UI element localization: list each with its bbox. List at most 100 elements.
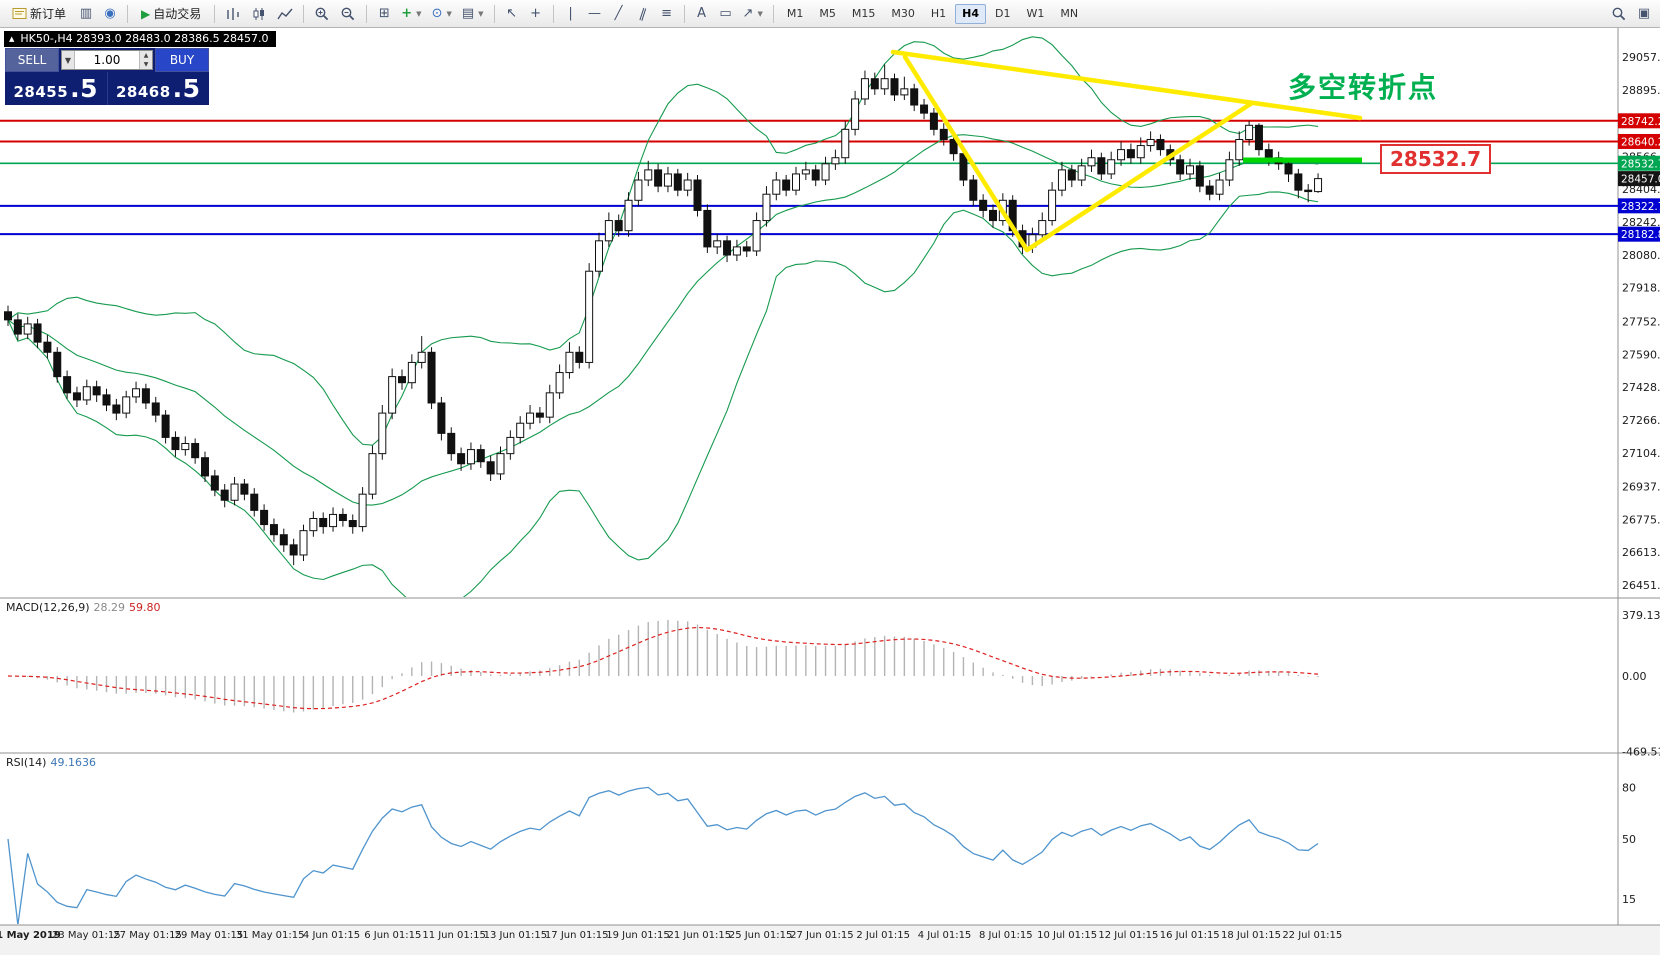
time-axis-strip bbox=[0, 925, 1660, 955]
collapse-icon[interactable]: ▲ bbox=[9, 34, 15, 43]
chart-background bbox=[0, 28, 1660, 955]
macd-signal-value: 59.80 bbox=[129, 601, 161, 614]
svg-text:379.13: 379.13 bbox=[1622, 609, 1660, 622]
volume-stepper[interactable]: ▼ 1.00 ▲ ▼ bbox=[61, 50, 153, 70]
chart-ohlc-text: HK50-,H4 28393.0 28483.0 28386.5 28457.0 bbox=[20, 32, 269, 45]
timeframe-m15[interactable]: M15 bbox=[851, 7, 876, 20]
trendline-tool-icon[interactable]: ╱ bbox=[614, 6, 623, 21]
svg-text:27590.0: 27590.0 bbox=[1622, 348, 1660, 361]
timeframe-m1[interactable]: M1 bbox=[786, 7, 804, 20]
svg-text:28080.5: 28080.5 bbox=[1622, 249, 1660, 262]
svg-text:28895.0: 28895.0 bbox=[1622, 84, 1660, 97]
sell-button[interactable]: SELL bbox=[5, 48, 59, 72]
zoom-in-icon[interactable] bbox=[310, 3, 334, 25]
text-tool-icon[interactable]: A bbox=[697, 6, 706, 21]
macd-pane bbox=[7, 619, 1319, 713]
timeframe-w1[interactable]: W1 bbox=[1026, 7, 1045, 20]
vertical-line-tool-icon[interactable]: | bbox=[568, 6, 573, 21]
volume-spin-down-icon[interactable]: ▼ bbox=[143, 61, 149, 68]
svg-text:10 Jul 01:15: 10 Jul 01:15 bbox=[1037, 930, 1097, 941]
toolbar-separator bbox=[683, 4, 685, 23]
auto-trading-button[interactable]: ▶ 自动交易 bbox=[134, 3, 208, 25]
svg-text:22 Jul 01:15: 22 Jul 01:15 bbox=[1282, 930, 1342, 941]
zoom-out-icon[interactable] bbox=[336, 3, 360, 25]
toolbar-separator bbox=[493, 4, 495, 23]
svg-text:28322.7: 28322.7 bbox=[1621, 201, 1660, 213]
label-tool-icon[interactable]: ▭ bbox=[719, 6, 732, 21]
svg-text:4 Jun 01:15: 4 Jun 01:15 bbox=[303, 930, 360, 941]
svg-text:27266.0: 27266.0 bbox=[1622, 414, 1660, 427]
svg-text:16 Jul 01:15: 16 Jul 01:15 bbox=[1160, 930, 1220, 941]
crosshair-icon[interactable]: + bbox=[530, 6, 541, 21]
new-order-button[interactable]: 新订单 bbox=[5, 3, 73, 25]
sell-price[interactable]: 28455.5 bbox=[5, 72, 107, 105]
rsi-value: 49.1636 bbox=[50, 756, 96, 769]
toolbar-separator bbox=[366, 4, 368, 23]
period-icon[interactable]: ⊙ ▼ bbox=[431, 6, 452, 21]
buy-button[interactable]: BUY bbox=[155, 48, 209, 72]
horizontal-lines[interactable] bbox=[0, 119, 1618, 236]
search-icon[interactable] bbox=[1607, 3, 1631, 25]
toolbar-separator bbox=[127, 4, 129, 23]
volume-spinner[interactable]: ▲ ▼ bbox=[139, 51, 152, 69]
price-callout-label[interactable]: 28532.7 bbox=[1380, 144, 1492, 174]
timeframe-h1[interactable]: H1 bbox=[930, 7, 947, 20]
svg-text:6 Jun 01:15: 6 Jun 01:15 bbox=[364, 930, 421, 941]
trend-annotations[interactable] bbox=[890, 49, 1363, 253]
timeframe-h4[interactable]: H4 bbox=[955, 3, 986, 24]
svg-text:27104.0: 27104.0 bbox=[1622, 447, 1660, 460]
svg-text:26937.5: 26937.5 bbox=[1622, 481, 1660, 494]
channel-tool-icon[interactable]: ∥ bbox=[637, 5, 648, 22]
svg-text:19 Jun 01:15: 19 Jun 01:15 bbox=[606, 930, 670, 941]
svg-text:21 Jun 01:15: 21 Jun 01:15 bbox=[668, 930, 732, 941]
svg-text:2 Jul 01:15: 2 Jul 01:15 bbox=[856, 930, 910, 941]
fibonacci-tool-icon[interactable]: ≡ bbox=[661, 6, 672, 21]
macd-indicator-label: MACD(12,26,9) 28.29 59.80 bbox=[6, 601, 161, 614]
bar-chart-icon[interactable] bbox=[221, 3, 245, 25]
svg-text:0.00: 0.00 bbox=[1622, 670, 1647, 683]
navigator-icon[interactable]: ◉ bbox=[104, 6, 116, 21]
workspace-icon[interactable]: ▣ bbox=[1637, 6, 1651, 21]
svg-text:29057.0: 29057.0 bbox=[1622, 51, 1660, 64]
candles bbox=[4, 64, 1323, 566]
timeframe-m30[interactable]: M30 bbox=[891, 7, 915, 20]
price-axis[interactable]: 29057.028895.028566.528404.528242.528080… bbox=[1618, 51, 1660, 906]
volume-spin-up-icon[interactable]: ▲ bbox=[143, 52, 149, 59]
macd-name: MACD(12,26,9) bbox=[6, 601, 90, 614]
toolbar-separator bbox=[214, 4, 216, 23]
macd-main-value: 28.29 bbox=[93, 601, 126, 614]
svg-text:28182.8: 28182.8 bbox=[1621, 229, 1660, 241]
svg-text:28457.0: 28457.0 bbox=[1621, 174, 1660, 186]
turning-point-annotation[interactable]: 多空转折点 bbox=[1288, 71, 1439, 104]
new-order-icon bbox=[12, 8, 27, 19]
tile-windows-icon[interactable]: ⊞ bbox=[378, 6, 390, 21]
svg-text:29 May 01:15: 29 May 01:15 bbox=[175, 930, 244, 941]
timeframe-d1[interactable]: D1 bbox=[995, 7, 1011, 20]
svg-text:28404.5: 28404.5 bbox=[1622, 183, 1660, 196]
line-chart-icon[interactable] bbox=[273, 3, 297, 25]
cursor-icon[interactable]: ↖ bbox=[506, 6, 517, 21]
arrows-tool-icon[interactable]: ↗ ▼ bbox=[742, 6, 763, 21]
auto-trading-label: 自动交易 bbox=[153, 7, 202, 21]
indicators-icon[interactable]: + ▼ bbox=[401, 6, 422, 21]
sell-price-fraction: .5 bbox=[70, 74, 99, 103]
timeframe-mn[interactable]: MN bbox=[1060, 7, 1079, 20]
buy-price[interactable]: 28468.5 bbox=[106, 72, 210, 105]
svg-text:4 Jul 01:15: 4 Jul 01:15 bbox=[918, 930, 972, 941]
horizontal-line-tool-icon[interactable]: — bbox=[588, 6, 602, 21]
svg-text:26613.5: 26613.5 bbox=[1622, 546, 1660, 559]
market-watch-icon[interactable]: ▥ bbox=[79, 6, 93, 21]
timeframe-m5[interactable]: M5 bbox=[819, 7, 836, 20]
toolbar-separator bbox=[552, 4, 554, 23]
template-icon[interactable]: ▤ ▼ bbox=[461, 6, 484, 21]
dropdown-caret: ▼ bbox=[446, 9, 452, 18]
volume-dropdown-caret[interactable]: ▼ bbox=[62, 51, 75, 69]
candlestick-chart-icon[interactable] bbox=[247, 3, 271, 25]
dropdown-caret: ▼ bbox=[416, 9, 422, 18]
chart-header: ▲ HK50-,H4 28393.0 28483.0 28386.5 28457… bbox=[4, 31, 276, 47]
svg-text:27 May 01:15: 27 May 01:15 bbox=[113, 930, 182, 941]
svg-text:25 Jun 01:15: 25 Jun 01:15 bbox=[729, 930, 793, 941]
